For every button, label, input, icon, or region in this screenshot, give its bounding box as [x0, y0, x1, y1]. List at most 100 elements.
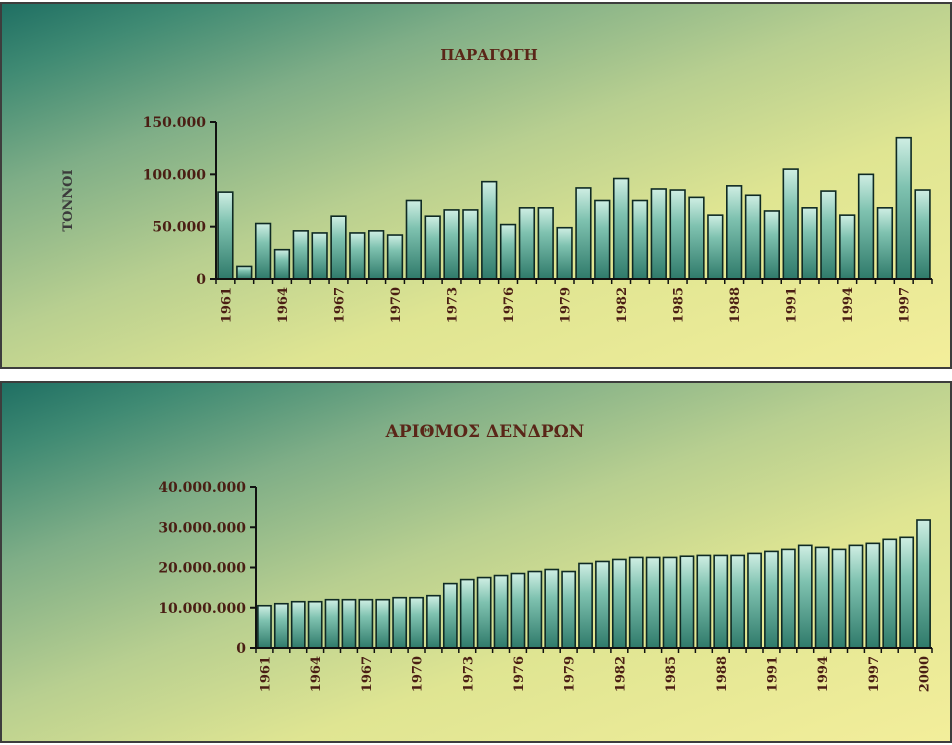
chart-title: ΑΡΙΘΜΟΣ ΔΕΝΔΡΩΝ — [385, 422, 585, 442]
bar-1970 — [386, 234, 404, 280]
bar-1983 — [631, 199, 649, 280]
bar-1970 — [409, 596, 424, 649]
x-tick-label: 1961 — [219, 287, 234, 323]
bar-1974 — [462, 209, 479, 280]
bar-1986 — [679, 555, 695, 649]
bar-1964 — [273, 248, 291, 280]
y-tick-label: 30.000.000 — [158, 520, 246, 536]
bar-1994 — [814, 546, 830, 649]
x-tick-label: 2000 — [918, 656, 933, 692]
bar-1977 — [518, 207, 536, 280]
x-tick-label: 1961 — [258, 656, 273, 692]
bar-1979 — [556, 226, 573, 280]
bar-1962 — [273, 602, 289, 649]
y-tick-label: 40.000.000 — [158, 480, 246, 496]
production-chart: ΠΑΡΑΓΩΓΗ ΤΟΝΝΟΙ 0 50.000 100.000 150.000 1961 1… — [61, 46, 933, 323]
bar-1995 — [831, 548, 847, 649]
x-tick-label: 1982 — [613, 656, 628, 692]
bar-1998 — [914, 189, 931, 280]
x-tick-label: 1976 — [502, 287, 517, 323]
y-tick-label: 0 — [196, 272, 206, 288]
x-tick-label: 1985 — [664, 656, 679, 692]
x-tick-label: 1976 — [512, 656, 527, 692]
bar-1995 — [857, 173, 875, 280]
bar-1973 — [459, 578, 475, 649]
bar-1969 — [392, 596, 408, 649]
bar-1990 — [747, 552, 762, 649]
tree-count-chart-panel: ΑΡΙΘΜΟΣ ΔΕΝΔΡΩΝ 0 10.000.000 20.000.000 30.0… — [0, 381, 952, 743]
x-tick-label: 1970 — [411, 656, 426, 692]
bar-1974 — [476, 576, 492, 649]
x-tick-label: 1997 — [898, 287, 913, 323]
bar-1972 — [424, 215, 441, 280]
y-axis-label: ΤΟΝΝΟΙ — [61, 169, 76, 231]
x-tick-label: 1973 — [446, 287, 461, 323]
bar-1978 — [537, 207, 554, 280]
y-tick-label: 50.000 — [152, 220, 206, 236]
bar-1976 — [510, 572, 526, 649]
bar-1976 — [499, 223, 517, 280]
bar-1982 — [611, 558, 627, 649]
bar-1985 — [662, 556, 678, 649]
bar-1989 — [730, 554, 746, 649]
bar-1994 — [839, 214, 856, 280]
x-tick-label: 1964 — [309, 656, 324, 692]
x-tick-label: 1997 — [867, 656, 882, 692]
bar-1993 — [820, 190, 837, 280]
x-tick-label: 1988 — [728, 287, 743, 323]
x-tick-label: 1994 — [816, 656, 831, 692]
bar-1990 — [763, 210, 780, 280]
bar-1961 — [217, 191, 234, 280]
bar-1963 — [290, 600, 306, 649]
bar-1964 — [307, 600, 323, 649]
x-tick-label: 1991 — [765, 656, 780, 692]
x-tick-label: 1979 — [563, 656, 578, 692]
bar-1985 — [669, 189, 686, 280]
bar-1977 — [527, 570, 543, 649]
y-tick-label: 100.000 — [143, 167, 207, 183]
bar-1996 — [848, 544, 864, 649]
bar-1973 — [443, 209, 460, 280]
bar-1981 — [595, 560, 610, 649]
production-chart-panel: ΠΑΡΑΓΩΓΗ ΤΟΝΝΟΙ 0 50.000 100.000 150.000 1961 1… — [0, 2, 952, 369]
x-tick-label: 1970 — [389, 287, 404, 323]
bar-1967 — [358, 598, 374, 649]
bar-1991 — [782, 168, 799, 280]
bar-1987 — [696, 554, 712, 649]
bar-1989 — [744, 194, 762, 280]
chart-title: ΠΑΡΑΓΩΓΗ — [440, 46, 538, 64]
bar-1972 — [442, 582, 458, 649]
bar-1968 — [349, 232, 366, 280]
bar-1968 — [375, 598, 391, 649]
bar-1992 — [780, 548, 796, 649]
bar-1991 — [764, 550, 779, 649]
bar-1965 — [324, 598, 340, 649]
x-tick-label: 1967 — [332, 287, 347, 323]
bar-1984 — [645, 556, 661, 649]
y-tick-label: 150.000 — [143, 115, 207, 131]
bar-1979 — [561, 570, 577, 649]
bar-1993 — [797, 544, 813, 649]
bar-1988 — [726, 185, 743, 280]
bar-1998 — [882, 538, 898, 649]
x-tick-label: 1967 — [360, 656, 375, 692]
bar-1978 — [544, 568, 560, 649]
bar-1992 — [801, 207, 818, 280]
bar-1987 — [707, 214, 724, 280]
y-tick-label: 10.000.000 — [158, 601, 246, 617]
x-tick-label: 1979 — [559, 287, 574, 323]
bar-1981 — [594, 199, 611, 280]
bar-1980 — [575, 187, 592, 280]
bar-1961 — [257, 604, 272, 649]
bar-1999 — [899, 536, 915, 649]
bar-1983 — [628, 556, 644, 649]
bar-1975 — [481, 180, 498, 280]
x-tick-label: 1964 — [276, 287, 291, 323]
bar-2000 — [916, 519, 931, 649]
bar-1986 — [688, 196, 705, 280]
bar-1971 — [426, 594, 441, 649]
bar-1962 — [236, 265, 253, 280]
x-tick-label: 1985 — [672, 287, 687, 323]
x-tick-label: 1988 — [715, 656, 730, 692]
bar-1988 — [713, 554, 729, 649]
